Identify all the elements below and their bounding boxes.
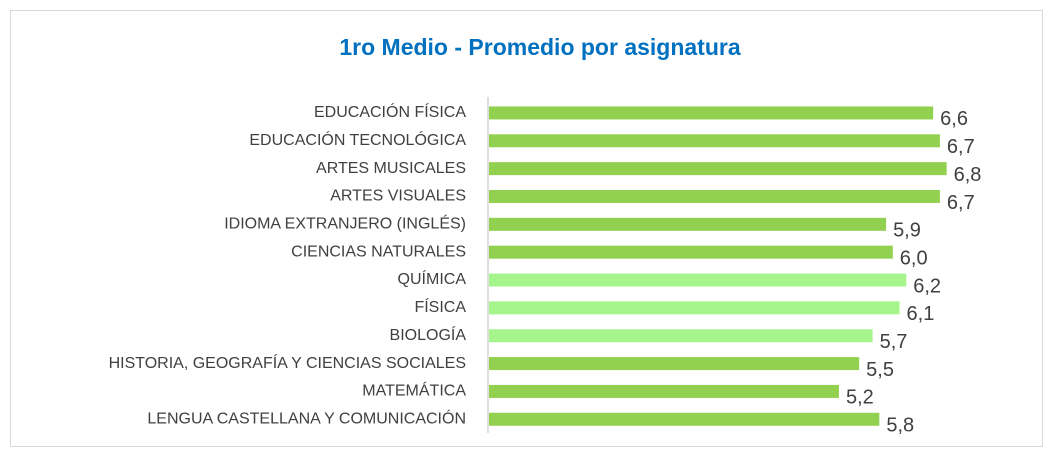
data-label: 6,8	[954, 164, 982, 186]
y-tick-label: MATEMÁTICA	[362, 381, 466, 400]
data-label: 5,9	[893, 220, 921, 242]
bar	[489, 134, 940, 148]
y-tick-label: HISTORIA, GEOGRAFÍA Y CIENCIAS SOCIALES	[109, 353, 466, 372]
bar	[489, 106, 934, 120]
data-label: 6,6	[940, 108, 968, 130]
bar	[489, 329, 873, 343]
bar	[489, 301, 900, 315]
bar	[489, 273, 907, 287]
data-label: 6,1	[907, 303, 935, 325]
data-label: 5,8	[886, 415, 914, 437]
y-tick-label: LENGUA CASTELLANA Y COMUNICACIÓN	[147, 408, 466, 427]
data-label: 5,7	[880, 331, 908, 353]
bar	[489, 357, 860, 371]
y-tick-label: ARTES MUSICALES	[316, 160, 466, 177]
data-label: 6,0	[900, 247, 928, 269]
y-tick-label: CIENCIAS NATURALES	[291, 243, 466, 260]
y-tick-label: IDIOMA EXTRANJERO (INGLÉS)	[224, 214, 466, 233]
y-tick-label: EDUCACIÓN FÍSICA	[314, 102, 466, 121]
bar	[489, 162, 947, 176]
bar	[489, 217, 887, 231]
y-tick-label: BIOLOGÍA	[390, 325, 467, 344]
y-tick-label: QUÍMICA	[398, 269, 467, 288]
bar	[489, 384, 839, 398]
y-tick-label: EDUCACIÓN TECNOLÓGICA	[249, 130, 466, 149]
data-label: 6,2	[913, 275, 941, 297]
bar	[489, 245, 893, 259]
data-label: 6,7	[947, 192, 975, 214]
data-label: 5,5	[866, 359, 894, 381]
data-label: 6,7	[947, 136, 975, 158]
bar	[489, 412, 880, 426]
y-tick-label: ARTES VISUALES	[330, 188, 466, 205]
bar	[489, 189, 940, 203]
y-tick-label: FÍSICA	[414, 297, 466, 316]
data-label: 5,2	[846, 387, 874, 409]
chart-title: 1ro Medio - Promedio por asignatura	[339, 34, 740, 60]
